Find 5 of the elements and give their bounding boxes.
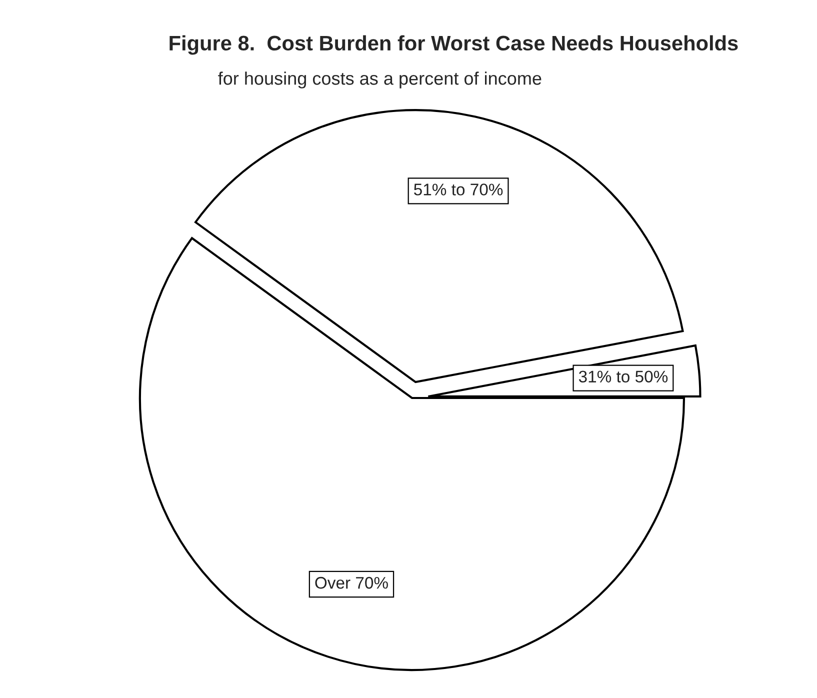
- chart-title: Figure 8. Cost Burden for Worst Case Needs Households: [170, 35, 738, 55]
- chart-subtitle: for housing costs as a percent of income: [218, 72, 542, 88]
- slice-label: Over 70%: [315, 576, 388, 589]
- slice-label: 31% to 50%: [578, 370, 668, 383]
- slice-label: 51% to 70%: [414, 184, 503, 196]
